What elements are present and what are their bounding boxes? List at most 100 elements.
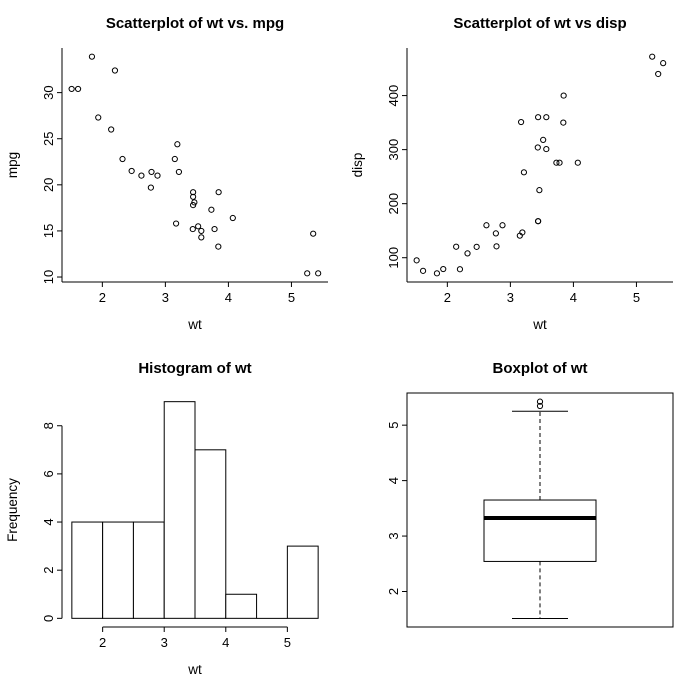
histogram-bar xyxy=(102,521,135,619)
y-tick-label: 15 xyxy=(41,224,56,238)
chart-title: Scatterplot of wt vs disp xyxy=(453,15,626,32)
data-point xyxy=(542,146,550,153)
data-point xyxy=(492,230,499,237)
scatter-wt-mpg-panel: Scatterplot of wt vs. mpg wt mpg 2 3 4 5 10 15 20… xyxy=(0,0,345,345)
y-tick-label: 25 xyxy=(41,132,56,146)
y-axis-label: mpg xyxy=(5,152,20,178)
data-point xyxy=(516,232,523,240)
x-tick-label: 4 xyxy=(222,635,229,650)
outlier-point xyxy=(536,402,543,409)
data-point xyxy=(148,184,155,191)
data-point xyxy=(413,257,420,264)
data-point xyxy=(208,206,215,214)
data-point xyxy=(517,119,524,126)
data-point xyxy=(198,234,205,241)
y-tick-label: 30 xyxy=(41,86,56,100)
data-point xyxy=(89,53,96,61)
x-tick-label: 2 xyxy=(443,290,450,305)
data-point xyxy=(499,222,506,229)
data-point xyxy=(189,226,197,233)
y-tick-label: 2 xyxy=(386,588,401,595)
data-point xyxy=(176,169,183,176)
y-axis-label: disp xyxy=(350,153,365,178)
wt-boxplot-panel: Boxplot of wt 2 3 4 5 xyxy=(344,344,689,689)
data-point xyxy=(229,215,237,222)
y-tick-label: 3 xyxy=(386,532,401,539)
data-point xyxy=(190,202,197,209)
data-point xyxy=(534,144,541,151)
x-tick-label: 5 xyxy=(288,290,295,305)
data-point xyxy=(108,126,115,133)
x-axis-label: wt xyxy=(188,662,203,677)
x-tick-label: 3 xyxy=(161,635,168,650)
wt-histogram-panel: Histogram of wt wt Frequency 2 3 4 5 0 2 4 6 8 xyxy=(0,344,345,689)
data-point xyxy=(493,243,500,250)
data-point xyxy=(534,114,541,121)
x-tick-label: 3 xyxy=(162,290,169,305)
data-point xyxy=(553,159,560,167)
x-tick-label: 2 xyxy=(99,290,106,305)
data-point xyxy=(560,92,567,99)
plot-frame xyxy=(406,392,674,628)
y-tick-label: 4 xyxy=(386,477,401,484)
histogram-bar xyxy=(71,521,104,619)
data-point xyxy=(68,86,75,93)
data-point xyxy=(95,114,102,121)
data-point xyxy=(174,141,181,148)
data-point xyxy=(536,187,543,194)
data-point xyxy=(75,86,82,93)
x-tick-label: 2 xyxy=(99,635,106,650)
data-point xyxy=(173,220,180,227)
y-tick-label: 2 xyxy=(41,566,56,573)
chart-title: Histogram of wt xyxy=(139,360,252,377)
data-point xyxy=(171,156,179,163)
y-axis-label: Frequency xyxy=(5,478,20,542)
x-tick-label: 3 xyxy=(507,290,514,305)
x-tick-label: 5 xyxy=(633,290,640,305)
wt-boxplot-chart: Boxplot of wt 2 3 4 5 xyxy=(386,360,674,628)
histogram-bar xyxy=(194,449,227,619)
histogram-bar xyxy=(163,400,196,619)
data-point xyxy=(559,119,567,126)
data-point xyxy=(433,270,440,277)
chart-title: Boxplot of wt xyxy=(492,360,587,377)
x-tick-label: 4 xyxy=(225,290,232,305)
data-point xyxy=(439,266,447,273)
data-point xyxy=(190,189,197,196)
data-point xyxy=(520,169,527,176)
data-point xyxy=(574,159,581,167)
wt-histogram-chart: Histogram of wt wt Frequency 2 3 4 5 0 2 4 6 8 xyxy=(5,360,319,677)
histogram-bar xyxy=(225,593,258,619)
y-tick-label: 300 xyxy=(386,139,401,161)
data-point xyxy=(654,71,662,78)
x-axis-label: wt xyxy=(188,317,203,332)
scatter-wt-mpg-chart: Scatterplot of wt vs. mpg wt mpg 2 3 4 5 10 15 20… xyxy=(5,15,329,332)
data-point xyxy=(215,189,222,196)
histogram-bar xyxy=(287,545,319,619)
y-tick-label: 0 xyxy=(41,614,56,621)
data-point xyxy=(419,267,426,275)
scatter-wt-disp-chart: Scatterplot of wt vs disp wt disp 2 3 4 5 100 20… xyxy=(350,15,673,332)
data-point xyxy=(534,218,541,225)
data-point xyxy=(211,226,218,233)
data-point xyxy=(473,243,480,251)
histogram-bar xyxy=(133,521,165,619)
data-point xyxy=(452,243,460,251)
data-point xyxy=(542,114,550,121)
x-tick-label: 4 xyxy=(570,290,577,305)
y-tick-label: 400 xyxy=(386,85,401,107)
y-tick-label: 4 xyxy=(41,518,56,525)
y-tick-label: 5 xyxy=(386,421,401,428)
y-tick-label: 100 xyxy=(386,247,401,269)
y-tick-label: 200 xyxy=(386,193,401,215)
data-point xyxy=(128,168,136,175)
y-tick-label: 10 xyxy=(41,270,56,284)
data-point xyxy=(138,172,145,179)
data-point xyxy=(315,270,322,277)
y-tick-label: 6 xyxy=(41,470,56,477)
outlier-point xyxy=(536,398,543,405)
x-axis-label: wt xyxy=(532,317,547,332)
data-point xyxy=(648,53,656,61)
data-point xyxy=(539,137,547,144)
